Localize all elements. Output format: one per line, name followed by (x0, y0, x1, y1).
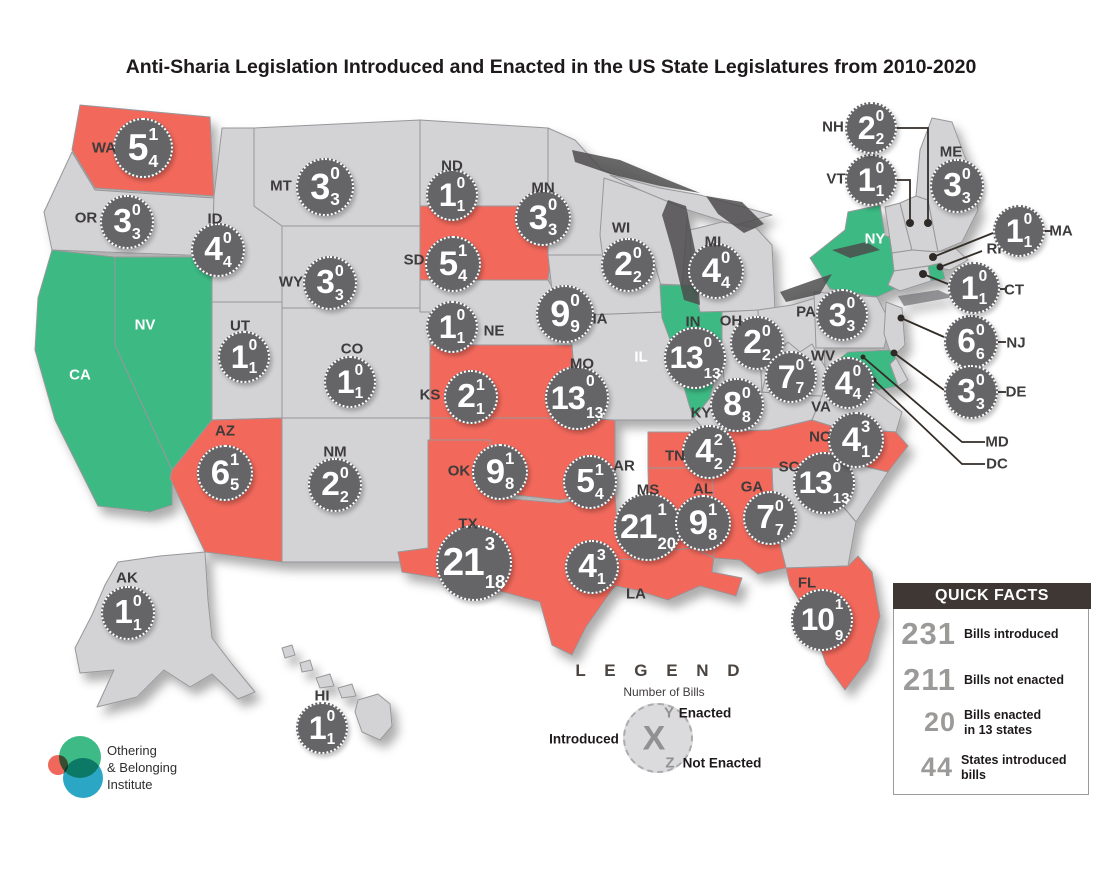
callout-lines (860, 127, 1052, 465)
callout-line (897, 127, 929, 223)
great-lake-shape (780, 274, 832, 302)
fact-label: Bills enacted in 13 states (964, 707, 1042, 737)
callout-dot (936, 263, 944, 271)
state-shape-ks (429, 344, 579, 419)
legend-enacted-symbol: Y (663, 704, 675, 722)
long-island-shape (898, 290, 954, 306)
callout-dot (906, 219, 914, 227)
state-shape-hi (337, 683, 357, 699)
state-shape-mt (253, 119, 421, 227)
fact-value: 211 (902, 662, 956, 697)
othering-belonging-institute-logo: Othering & Belonging Institute (40, 730, 260, 810)
state-shape-ne (419, 279, 573, 346)
great-lake-shape (572, 150, 700, 193)
callout-dot (929, 253, 937, 261)
callout-dot (924, 219, 932, 227)
legend-subheading: Number of Bills (623, 685, 705, 699)
callout-line (893, 352, 945, 391)
fact-value: 231 (901, 616, 956, 651)
state-shape-hi (315, 673, 335, 689)
fact-label: States introduced bills (960, 752, 1067, 782)
callout-line (897, 179, 911, 223)
callout-line (862, 356, 985, 443)
fact-label: Bills not enacted (964, 672, 1065, 687)
legend-sample-bubble (623, 703, 693, 773)
fact-bills-enacted: 20 Bills enacted in 13 states (898, 707, 1041, 738)
state-shape-ut (211, 301, 283, 421)
callout-line (932, 232, 994, 258)
state-shape-nd (419, 119, 549, 207)
legend-not-enacted-label: Not Enacted (682, 755, 762, 771)
fact-bills-introduced: 231 Bills introduced (898, 616, 1058, 652)
callout-line (900, 317, 945, 338)
legend-heading: L E G E N D (575, 661, 747, 680)
fact-value: 20 (923, 707, 956, 737)
fact-states-introduced: 44 States introduced bills (898, 752, 1088, 783)
quick-facts-panel: QUICK FACTS 231 Bills introduced 211 Bil… (893, 583, 1091, 795)
state-shape-hi (354, 693, 393, 741)
great-lake-shape (706, 196, 764, 233)
legend-introduced-symbol: X (642, 719, 666, 758)
states-group (34, 104, 979, 741)
fact-label: Bills introduced (964, 626, 1059, 641)
callout-dot (871, 377, 877, 383)
callout-line (922, 273, 949, 285)
logo-text: Othering & Belonging Institute (107, 742, 177, 793)
state-shape-wa (71, 104, 215, 197)
logo-text-line3: Institute (107, 777, 153, 792)
legend-not-enacted-symbol: Z (665, 754, 675, 772)
state-shape-co (281, 307, 431, 419)
legend-introduced-label: Introduced (549, 731, 619, 747)
state-shape-wy (281, 225, 421, 309)
state-shape-hi (299, 659, 314, 673)
state-shape-tx (397, 439, 643, 656)
logo-text-line2: & Belonging (107, 760, 178, 775)
callout-line (939, 250, 983, 268)
fact-bills-not-enacted: 211 Bills not enacted (898, 662, 1064, 698)
legend: L E G E N D Number of Bills X Introduced… (540, 655, 820, 805)
state-shape-sd (419, 205, 553, 281)
state-shape-nm (281, 417, 431, 563)
logo-blue-circle (63, 758, 103, 798)
callout-dot (919, 270, 927, 278)
fact-value: 44 (920, 752, 953, 782)
callout-dot (890, 349, 898, 357)
state-shape-ia (547, 254, 666, 317)
state-shape-hi (281, 644, 296, 659)
callout-line (873, 379, 985, 465)
callout-dot (897, 314, 905, 322)
state-shape-ak (74, 551, 256, 708)
logo-text-line1: Othering (107, 743, 157, 758)
state-shape-pa (813, 291, 891, 349)
great-lake-shape (832, 242, 880, 258)
quick-facts-heading: QUICK FACTS (893, 583, 1091, 609)
state-shape-ms (647, 467, 715, 561)
state-shape-mi (689, 221, 776, 313)
page-title: Anti-Sharia Legislation Introduced and E… (125, 56, 977, 78)
legend-enacted-label: Enacted (678, 705, 732, 721)
state-shape-in (721, 309, 763, 406)
callout-dot (860, 354, 866, 360)
